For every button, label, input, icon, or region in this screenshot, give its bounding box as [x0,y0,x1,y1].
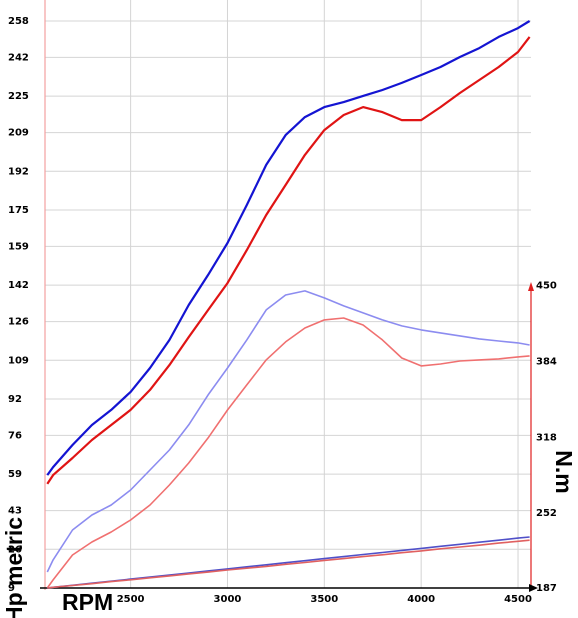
y-tick-label: 209 [8,128,29,139]
y-tick-label: 43 [8,506,22,517]
y-tick-label: 92 [8,394,22,405]
x-axis-arrow [529,584,538,592]
y-tick-label: 126 [8,317,29,328]
x-tick-label: 4500 [504,594,532,605]
y-tick-label: 225 [8,91,29,102]
series-line [46,290,530,573]
right-axis-arrow [528,282,534,291]
y-tick-label: 76 [8,430,22,441]
x-axis-label: RPM [62,589,113,615]
series-line [46,36,531,485]
y-tick-label: 142 [8,280,29,291]
series-line [46,20,531,476]
y2-tick-label: 450 [536,281,557,292]
y-tick-label: 159 [8,241,29,252]
series-line [47,539,530,589]
x-tick-label: 3500 [310,594,338,605]
series-line [46,317,530,589]
y2-axis-label: N.m [551,450,577,493]
y-tick-label: 192 [8,166,29,177]
x-tick-label: 2500 [117,594,145,605]
x-tick-label: 3000 [214,594,242,605]
y2-tick-label: 187 [536,583,557,594]
y-tick-label: 26 [8,544,22,555]
y-tick-label: 175 [8,205,29,216]
y-axis-label: Hp metric [1,517,27,618]
y-tick-label: 9 [8,583,15,594]
y-tick-label: 59 [8,469,22,480]
y2-tick-label: 252 [536,508,557,519]
y-tick-label: 109 [8,355,29,366]
y-tick-label: 258 [8,16,29,27]
y2-tick-label: 318 [536,432,557,443]
y-tick-label: 242 [8,52,29,63]
y2-tick-label: 384 [536,356,557,367]
x-tick-label: 4000 [407,594,435,605]
